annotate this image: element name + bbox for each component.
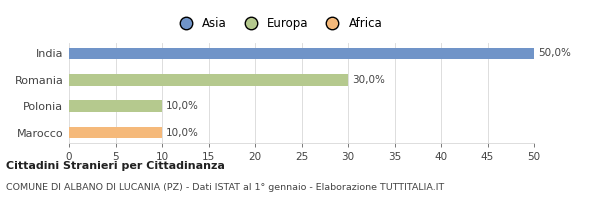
Text: COMUNE DI ALBANO DI LUCANIA (PZ) - Dati ISTAT al 1° gennaio - Elaborazione TUTTI: COMUNE DI ALBANO DI LUCANIA (PZ) - Dati … — [6, 183, 444, 192]
Bar — [69, 100, 162, 112]
Text: Cittadini Stranieri per Cittadinanza: Cittadini Stranieri per Cittadinanza — [6, 161, 225, 171]
Bar — [69, 48, 534, 59]
Text: 10,0%: 10,0% — [166, 128, 199, 138]
Bar — [69, 127, 162, 138]
Text: 50,0%: 50,0% — [538, 48, 571, 58]
Legend: Asia, Europa, Africa: Asia, Europa, Africa — [172, 14, 385, 32]
Bar — [69, 74, 348, 86]
Text: 10,0%: 10,0% — [166, 101, 199, 111]
Text: 30,0%: 30,0% — [352, 75, 385, 85]
